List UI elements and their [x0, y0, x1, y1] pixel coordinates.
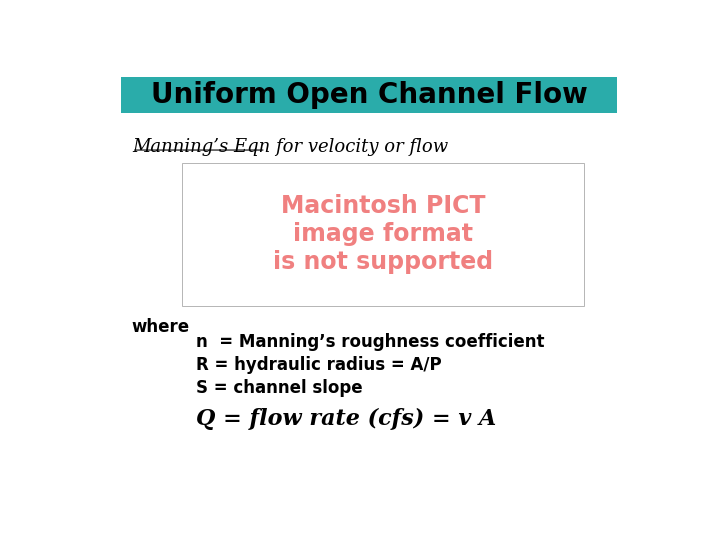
- Text: Uniform Open Channel Flow: Uniform Open Channel Flow: [150, 81, 588, 109]
- Text: R = hydraulic radius = A/P: R = hydraulic radius = A/P: [196, 356, 441, 374]
- Text: S = channel slope: S = channel slope: [196, 379, 363, 397]
- FancyBboxPatch shape: [121, 77, 617, 113]
- Text: Q = flow rate (cfs) = v A: Q = flow rate (cfs) = v A: [196, 408, 496, 430]
- Text: where: where: [132, 319, 190, 336]
- Text: Manning’s Eqn for velocity or flow: Manning’s Eqn for velocity or flow: [132, 138, 448, 156]
- Text: n  = Manning’s roughness coefficient: n = Manning’s roughness coefficient: [196, 333, 544, 351]
- FancyBboxPatch shape: [182, 163, 584, 306]
- Text: Macintosh PICT
image format
is not supported: Macintosh PICT image format is not suppo…: [273, 194, 493, 274]
